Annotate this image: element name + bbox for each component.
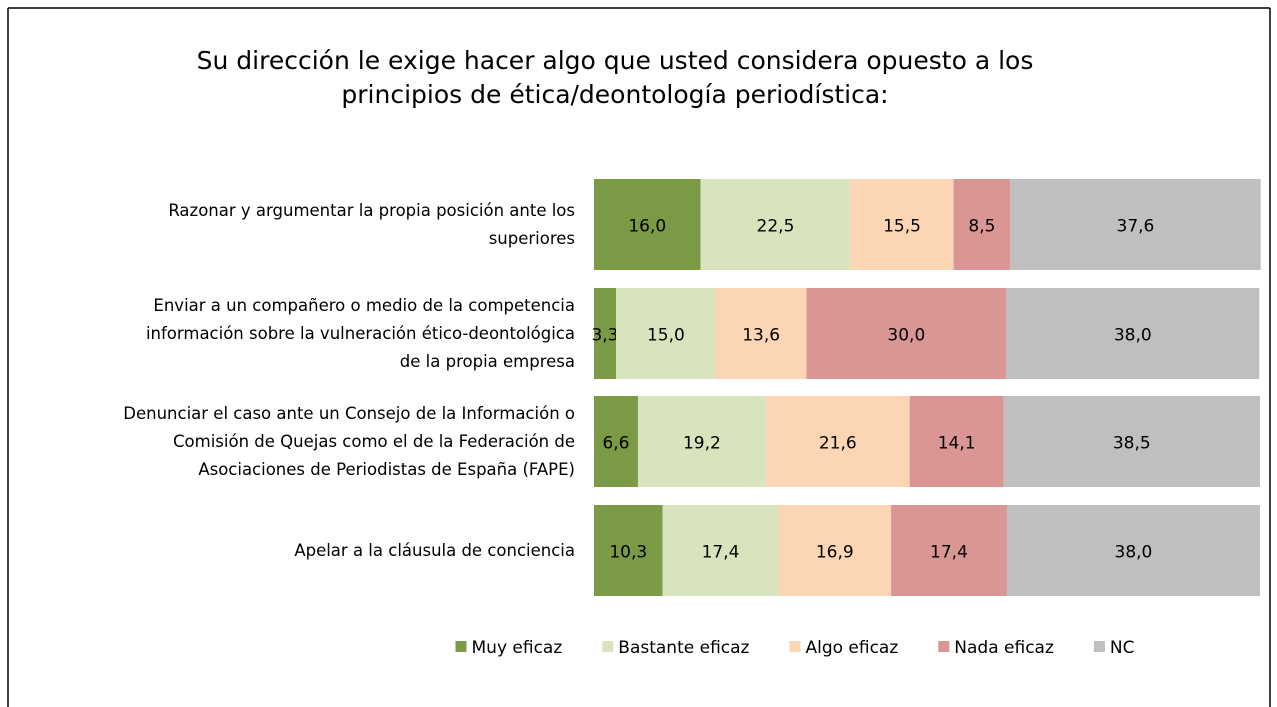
bar-segment [778, 505, 892, 596]
bar-segment [637, 396, 766, 487]
data-label: 16,9 [816, 543, 854, 563]
data-label: 17,4 [930, 543, 968, 563]
bar-segment [700, 179, 851, 270]
bar-segment [891, 505, 1007, 596]
category-label: Razonar y argumentar la propia posición … [168, 200, 575, 248]
data-label: 15,0 [647, 326, 685, 346]
bar-segment [1006, 288, 1260, 379]
bar-segment [594, 179, 701, 270]
data-label: 38,5 [1113, 434, 1151, 454]
data-label: 15,5 [883, 217, 921, 237]
bar-segment [1006, 505, 1260, 596]
bar-segment [953, 179, 1011, 270]
bar-segment [594, 396, 638, 487]
data-label: 30,0 [887, 326, 925, 346]
data-label: 16,0 [628, 217, 666, 237]
category-label: Enviar a un compañero o medio de la comp… [145, 295, 575, 371]
category-label: Denunciar el caso ante un Consejo de la … [123, 403, 575, 479]
bar-segment [806, 288, 1007, 379]
data-label: 6,6 [602, 434, 629, 454]
data-label: 21,6 [819, 434, 857, 454]
bar-segment [594, 288, 616, 379]
data-label: 38,0 [1114, 326, 1152, 346]
data-label: 14,1 [938, 434, 976, 454]
data-label: 17,4 [702, 543, 740, 563]
legend-label: NC [1110, 638, 1135, 658]
data-label: 3,3 [591, 326, 618, 346]
bar-segment [765, 396, 910, 487]
legend-label: Nada eficaz [954, 638, 1054, 658]
legend-swatch [1093, 641, 1105, 652]
legend-swatch [938, 641, 950, 652]
bar-segment [850, 179, 954, 270]
data-label: 22,5 [757, 217, 795, 237]
bar-segment [1010, 179, 1261, 270]
legend-label: Bastante eficaz [618, 638, 749, 658]
data-label: 13,6 [742, 326, 780, 346]
bar-segment [909, 396, 1004, 487]
bar-segment [1003, 396, 1260, 487]
bar-segment [662, 505, 779, 596]
category-label: Apelar a la cláusula de conciencia [294, 540, 575, 560]
bar-segment [594, 505, 663, 596]
data-label: 37,6 [1117, 217, 1155, 237]
chart-title: Su dirección le exige hacer algo que ust… [196, 46, 1034, 109]
legend-swatch [455, 641, 467, 652]
bar-segment [715, 288, 807, 379]
legend-label: Algo eficaz [805, 638, 898, 658]
legend-swatch [789, 641, 801, 652]
data-label: 8,5 [968, 217, 995, 237]
data-label: 10,3 [609, 543, 647, 563]
legend-swatch [602, 641, 614, 652]
data-label: 38,0 [1115, 543, 1153, 563]
bar-segment [615, 288, 716, 379]
legend-label: Muy eficaz [472, 638, 563, 658]
data-label: 19,2 [683, 434, 721, 454]
